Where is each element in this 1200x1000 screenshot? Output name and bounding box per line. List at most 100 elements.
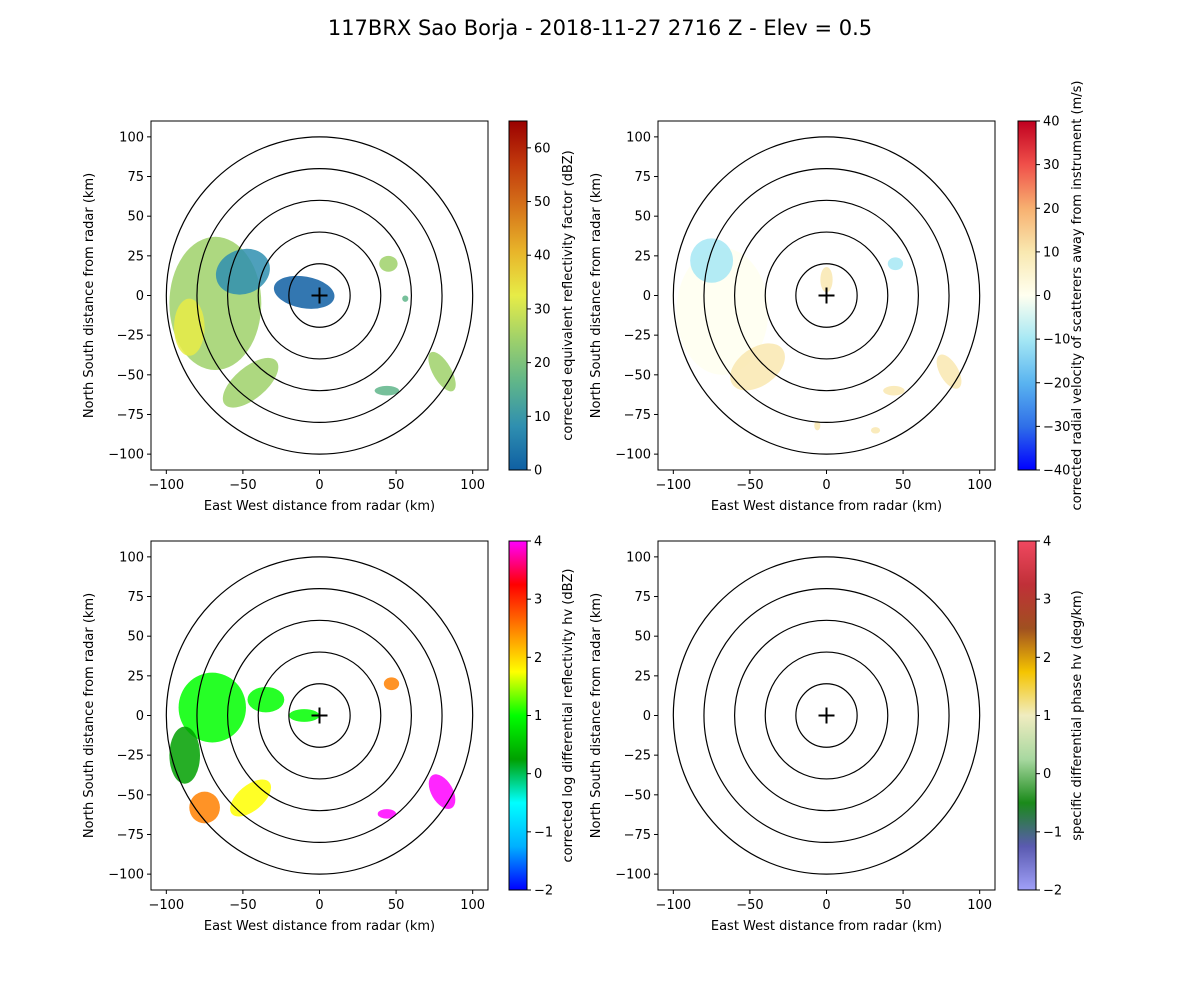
radar-echo xyxy=(428,351,456,392)
colorbar-label: corrected radial velocity of scatterers … xyxy=(1070,81,1085,511)
range-ring-40km xyxy=(257,231,382,360)
y-tick-label: 75 xyxy=(634,590,651,605)
radar-echo xyxy=(820,266,833,293)
range-ring-100km xyxy=(672,136,981,455)
colorbar-tick-label: 4 xyxy=(534,535,542,550)
colorbar-tick-label: 0 xyxy=(534,767,542,782)
radar-echo xyxy=(189,791,220,824)
colorbar-gradient xyxy=(508,540,528,891)
y-tick-label: −25 xyxy=(624,749,651,764)
range-ring-80km xyxy=(703,167,950,424)
y-tick-label: 75 xyxy=(127,170,144,185)
radar-panel-top-right: −100 −50 0 50 100−100−75−50−250255075100East… xyxy=(589,81,1085,514)
colorbar: −2 −1 0 1 2 3 4 corrected log differential refl… xyxy=(508,535,576,899)
y-tick-label: 25 xyxy=(634,249,651,264)
range-ring-100km xyxy=(672,556,981,875)
range-ring-20km xyxy=(288,683,351,748)
colorbar-tick-label: −20 xyxy=(1043,376,1070,391)
y-axis-label: North South distance from radar (km) xyxy=(589,593,604,838)
y-tick-label: −50 xyxy=(117,788,144,803)
y-tick-label: 0 xyxy=(136,709,144,724)
y-tick-label: 50 xyxy=(634,630,651,645)
colorbar-tick-label: −2 xyxy=(534,884,553,899)
y-tick-label: −75 xyxy=(624,408,651,423)
y-tick-label: −25 xyxy=(117,749,144,764)
x-tick-label: 50 xyxy=(895,898,912,913)
y-tick-label: −25 xyxy=(117,329,144,344)
radar-echo xyxy=(215,248,270,295)
x-tick-label: 0 xyxy=(822,898,830,913)
x-axis-label: East West distance from radar (km) xyxy=(711,919,942,934)
radar-echo xyxy=(883,385,905,396)
x-tick-label: 100 xyxy=(460,478,485,493)
x-tick-label: −100 xyxy=(655,478,691,493)
radar-panel-bottom-right: −100 −50 0 50 100 −100 −75 −50 −25 0 25 50 75 100 East… xyxy=(589,535,1085,935)
x-tick-label: −50 xyxy=(736,898,763,913)
range-ring-80km xyxy=(196,167,443,424)
colorbar-tick-label: −1 xyxy=(534,825,553,840)
colorbar-gradient xyxy=(1017,540,1037,891)
x-axis-label: East West distance from radar (km) xyxy=(711,499,942,514)
radar-echo xyxy=(690,238,734,283)
x-tick-label: −100 xyxy=(655,898,691,913)
y-tick-label: 100 xyxy=(119,130,144,145)
y-tick-label: 0 xyxy=(643,289,651,304)
y-tick-label: 100 xyxy=(626,550,651,565)
echo-layer xyxy=(676,238,962,434)
x-tick-label: 50 xyxy=(388,478,405,493)
y-tick-label: −100 xyxy=(108,448,144,463)
range-ring-100km xyxy=(165,136,474,455)
y-tick-label: −75 xyxy=(117,408,144,423)
colorbar-tick-label: 0 xyxy=(1043,289,1051,304)
x-tick-label: 100 xyxy=(967,478,992,493)
y-axis-label: North South distance from radar (km) xyxy=(82,593,97,838)
x-tick-label: −50 xyxy=(229,898,256,913)
x-axis-label: East West distance from radar (km) xyxy=(204,499,435,514)
x-tick-label: −50 xyxy=(736,478,763,493)
range-ring-40km xyxy=(764,231,889,360)
colorbar-tick-label: 10 xyxy=(534,410,551,425)
radar-echo xyxy=(169,726,201,784)
colorbar-tick-label: 30 xyxy=(534,302,551,317)
colorbar-label: corrected equivalent reflectivity factor… xyxy=(561,150,576,441)
y-tick-label: 50 xyxy=(127,210,144,225)
colorbar-tick-label: 1 xyxy=(534,709,542,724)
y-tick-label: 50 xyxy=(634,210,651,225)
range-ring-40km xyxy=(257,651,382,780)
range-ring-20km xyxy=(288,263,351,328)
radar-echo xyxy=(402,295,409,302)
y-tick-label: −100 xyxy=(615,448,651,463)
x-tick-label: 50 xyxy=(895,478,912,493)
y-tick-label: 0 xyxy=(136,289,144,304)
colorbar-tick-label: −10 xyxy=(1043,333,1070,348)
y-tick-label: −75 xyxy=(624,828,651,843)
colorbar-tick-label: 0 xyxy=(534,464,542,479)
range-ring-80km xyxy=(703,587,950,844)
y-tick-label: 75 xyxy=(634,170,651,185)
radar-echo xyxy=(377,809,397,819)
colorbar-tick-label: 1 xyxy=(1043,709,1051,724)
colorbar-tick-label: 4 xyxy=(1043,535,1051,550)
x-tick-label: 0 xyxy=(822,478,830,493)
colorbar-tick-label: 3 xyxy=(1043,593,1051,608)
range-ring-60km xyxy=(226,619,413,812)
x-tick-label: 50 xyxy=(388,898,405,913)
range-ring-60km xyxy=(226,199,413,392)
range-ring-60km xyxy=(733,199,920,392)
radar-echo xyxy=(814,420,821,431)
y-tick-label: 75 xyxy=(127,590,144,605)
y-tick-label: 50 xyxy=(127,630,144,645)
colorbar-tick-label: 60 xyxy=(534,141,551,156)
radar-echo xyxy=(730,343,785,391)
colorbar: −2 −1 0 1 2 3 4 specific differential phase hv … xyxy=(1017,535,1085,899)
radar-echo xyxy=(273,275,335,309)
x-axis-label: East West distance from radar (km) xyxy=(204,919,435,934)
colorbar-tick-label: −40 xyxy=(1043,464,1070,479)
colorbar-label: specific differential phase hv (deg/km) xyxy=(1070,590,1085,840)
echo-layer xyxy=(169,672,456,824)
x-tick-label: 0 xyxy=(315,478,323,493)
colorbar-tick-label: −30 xyxy=(1043,420,1070,435)
radar-echo xyxy=(173,298,205,356)
radar-echo xyxy=(247,686,285,713)
range-ring-100km xyxy=(165,556,474,875)
